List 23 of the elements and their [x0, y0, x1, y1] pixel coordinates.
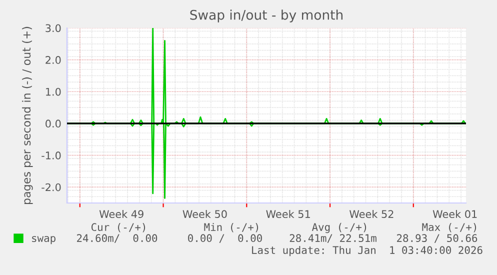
x-tick-label: Week 49 [99, 210, 144, 218]
x-tick-label: Week 50 [182, 210, 227, 218]
text: 28.41m/ 22.51m [290, 234, 376, 243]
y-axis-title: pages per second in (-) / out (+) [22, 26, 33, 204]
chart-title: Swap in/out - by month [190, 10, 343, 22]
text: Last update: Thu Jan 1 03:40:00 2026 [252, 246, 482, 256]
y-tick-label: 0.0 [46, 120, 61, 128]
y-tick-label: 1.0 [46, 88, 61, 96]
text: Avg (-/+) [312, 222, 366, 234]
y-tick-label: -2.0 [42, 183, 61, 192]
x-tick-label: Week 01 [432, 210, 477, 218]
y-tick-label: 2.0 [46, 56, 61, 64]
x-tick-label: Week 51 [266, 210, 310, 218]
text: 0.00 / 0.00 [188, 234, 262, 243]
text: 28.93 / 50.66 [397, 234, 478, 243]
y-tick-label: -1.0 [42, 152, 61, 160]
text: Max (-/+) [422, 223, 476, 232]
y-tick-label: 3.0 [46, 24, 61, 32]
text: Cur (-/+) [91, 223, 146, 232]
text: 24.60m/ 0.00 [77, 234, 158, 243]
text: Min (-/+) [204, 222, 258, 232]
legend-label: swap [32, 236, 56, 244]
x-tick-label: Week 52 [350, 210, 394, 218]
